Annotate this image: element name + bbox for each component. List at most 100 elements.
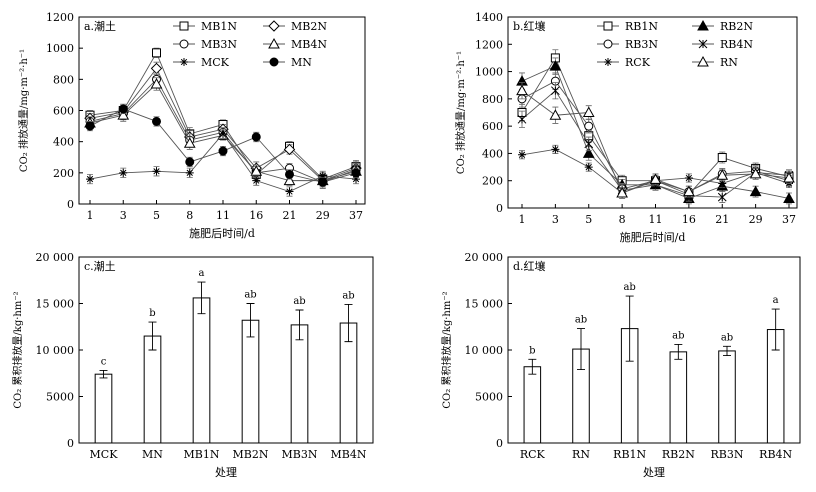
legend-item-RCK: RCK <box>597 56 651 69</box>
x-tick-label: 29 <box>316 209 330 222</box>
significance-letter: ab <box>342 290 354 301</box>
y-tick-label: 200 <box>53 167 74 180</box>
significance-letter: ab <box>623 282 635 293</box>
y-tick-label: 400 <box>482 147 503 160</box>
marker <box>749 167 762 179</box>
panel-title: b.红壤 <box>513 19 546 33</box>
marker <box>268 37 280 49</box>
legend-label: MB3N <box>201 38 237 51</box>
error-bar <box>528 358 537 375</box>
legend-label: MCK <box>201 56 230 69</box>
bar-MB2N <box>241 319 260 444</box>
legend-label: RCK <box>625 56 651 69</box>
x-tick-label: RCK <box>520 448 546 461</box>
error-bar <box>344 303 353 343</box>
marker <box>518 150 526 159</box>
legend-label: MB4N <box>291 38 327 51</box>
x-tick-label: 11 <box>216 209 230 222</box>
x-tick-label: RN <box>572 448 590 461</box>
marker <box>698 39 708 49</box>
panel-title: a.潮土 <box>84 19 116 33</box>
marker <box>718 179 727 188</box>
marker <box>85 121 95 131</box>
y-axis-label: CO₂ 累积排放量/kg·hm⁻² <box>440 291 453 408</box>
marker <box>183 137 196 148</box>
marker <box>283 143 296 156</box>
y-axis-label: CO₂ 累积排放量/kg·hm⁻² <box>11 291 24 408</box>
y-tick-label: 5000 <box>475 391 503 404</box>
marker <box>250 165 263 176</box>
marker <box>351 168 361 178</box>
bar-MB1N <box>192 297 211 444</box>
significance-letter: b <box>529 345 535 356</box>
y-tick-label: 15 000 <box>465 298 504 311</box>
legend-label: RB1N <box>625 20 658 33</box>
marker <box>517 114 527 124</box>
x-tick-label: 21 <box>715 213 729 226</box>
marker <box>584 139 594 149</box>
error-bar <box>197 281 206 315</box>
x-tick-label: MB2N <box>233 448 269 461</box>
line-chart-a: 0 200 400 600 800 1000 1200 1 3 5 8 11 16 21 29 37 a.潮土 M… <box>17 11 366 240</box>
legend-item-MCK: MCK <box>173 56 230 69</box>
y-tick-label: 200 <box>482 175 503 188</box>
x-tick-label: MCK <box>90 448 119 461</box>
marker <box>551 145 560 154</box>
marker <box>268 20 280 32</box>
marker <box>683 185 695 197</box>
marker <box>179 39 189 49</box>
y-tick-label: 15 000 <box>36 298 75 311</box>
marker <box>252 176 261 185</box>
x-tick-label: RB1N <box>613 448 646 461</box>
marker <box>684 173 693 182</box>
marker <box>117 109 130 120</box>
marker <box>152 48 161 58</box>
significance-letter: ab <box>293 296 305 307</box>
x-tick-label: 16 <box>249 209 263 222</box>
plot-frame <box>78 256 374 444</box>
series-MN <box>85 103 361 188</box>
y-tick-label: 1000 <box>475 66 503 79</box>
marker <box>285 169 294 179</box>
panel-title: d.红壤 <box>513 259 546 273</box>
y-tick-label: 1200 <box>475 38 503 51</box>
bar-RCK <box>523 366 542 444</box>
significance-letter: ab <box>672 330 684 341</box>
x-tick-label: 29 <box>749 213 763 226</box>
y-tick-label: 0 <box>496 202 503 215</box>
marker <box>582 106 595 117</box>
series-MB2N <box>84 61 362 188</box>
marker <box>185 157 195 167</box>
marker <box>584 163 593 172</box>
y-tick-label: 600 <box>53 105 74 118</box>
marker <box>152 167 161 176</box>
error-bar <box>577 328 585 370</box>
error-bar <box>674 343 683 360</box>
x-tick-label: 37 <box>349 209 363 222</box>
bar-chart-c: 0 5000 10 000 15 000 20 000 c MCK b MN a MB1N ab MB2… <box>11 251 374 479</box>
legend-label: MB2N <box>291 20 327 33</box>
y-tick-label: 800 <box>482 93 503 106</box>
marker <box>150 77 163 89</box>
marker <box>185 168 194 177</box>
legend-label: RB4N <box>720 38 753 51</box>
x-axis-label: 处理 <box>215 466 237 479</box>
legend-item-RB2N: RB2N <box>692 19 753 33</box>
marker <box>86 175 94 184</box>
x-axis-label: 施肥后时间/d <box>620 231 686 244</box>
marker <box>697 55 709 67</box>
legend-item-MN: MN <box>263 56 312 69</box>
marker <box>749 185 762 197</box>
x-tick-label: 1 <box>87 209 94 222</box>
marker <box>603 39 613 49</box>
bar-RB3N <box>718 350 736 444</box>
y-tick-label: 20 000 <box>465 251 504 264</box>
error-bar <box>625 295 634 362</box>
error-bar <box>295 309 304 341</box>
marker <box>604 58 612 66</box>
y-tick-label: 10 000 <box>36 344 75 357</box>
x-tick-label: 8 <box>186 209 193 222</box>
significance-letter: a <box>773 295 779 306</box>
marker <box>616 186 628 198</box>
